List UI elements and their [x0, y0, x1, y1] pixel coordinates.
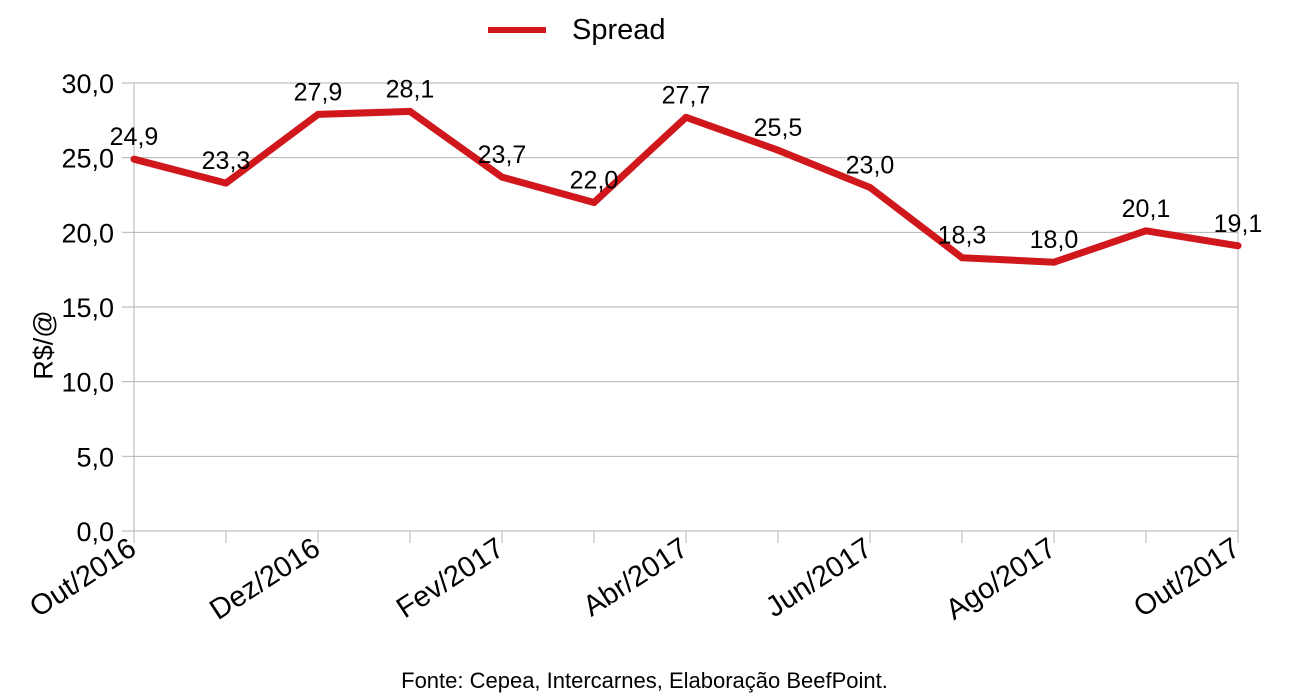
data-label: 27,9	[294, 78, 343, 106]
legend-swatch	[488, 27, 546, 33]
legend-label: Spread	[572, 13, 666, 46]
data-point	[774, 146, 782, 154]
y-tick-label: 20,0	[61, 218, 114, 248]
y-tick-label: 0,0	[76, 517, 114, 547]
data-label: 22,0	[570, 166, 619, 194]
data-label: 20,1	[1122, 195, 1171, 223]
data-label: 25,5	[754, 114, 803, 142]
data-point	[1050, 258, 1058, 266]
data-label: 18,3	[938, 222, 987, 250]
x-tick-label: Abr/2017	[578, 532, 694, 623]
data-label: 28,1	[386, 75, 435, 103]
data-label: 23,7	[478, 141, 527, 169]
data-point	[1142, 227, 1150, 235]
y-tick-label: 5,0	[76, 442, 114, 472]
x-tick-label: Out/2017	[1128, 532, 1246, 624]
x-tick-label: Dez/2016	[204, 532, 326, 626]
y-tick-label: 30,0	[61, 69, 114, 99]
data-point	[406, 107, 414, 115]
legend: Spread	[488, 10, 666, 50]
data-label: 19,1	[1214, 210, 1263, 238]
y-tick-label: 15,0	[61, 293, 114, 323]
data-label: 23,3	[202, 147, 251, 175]
data-point	[590, 198, 598, 206]
data-point	[958, 254, 966, 262]
x-tick-label: Jun/2017	[760, 532, 878, 624]
data-point	[866, 184, 874, 192]
data-point	[130, 155, 138, 163]
data-point	[314, 110, 322, 118]
source-note: Fonte: Cepea, Intercarnes, Elaboração Be…	[401, 668, 888, 693]
y-tick-label: 25,0	[61, 144, 114, 174]
data-point	[222, 179, 230, 187]
data-label: 24,9	[110, 123, 159, 151]
y-tick-label: 10,0	[61, 368, 114, 398]
data-label: 18,0	[1030, 226, 1079, 254]
x-tick-label: Ago/2017	[940, 532, 1062, 626]
data-point	[498, 173, 506, 181]
x-tick-label: Fev/2017	[391, 532, 510, 625]
data-label: 23,0	[846, 152, 895, 180]
data-label: 27,7	[662, 81, 711, 109]
data-point	[1234, 242, 1242, 250]
data-point	[682, 113, 690, 121]
